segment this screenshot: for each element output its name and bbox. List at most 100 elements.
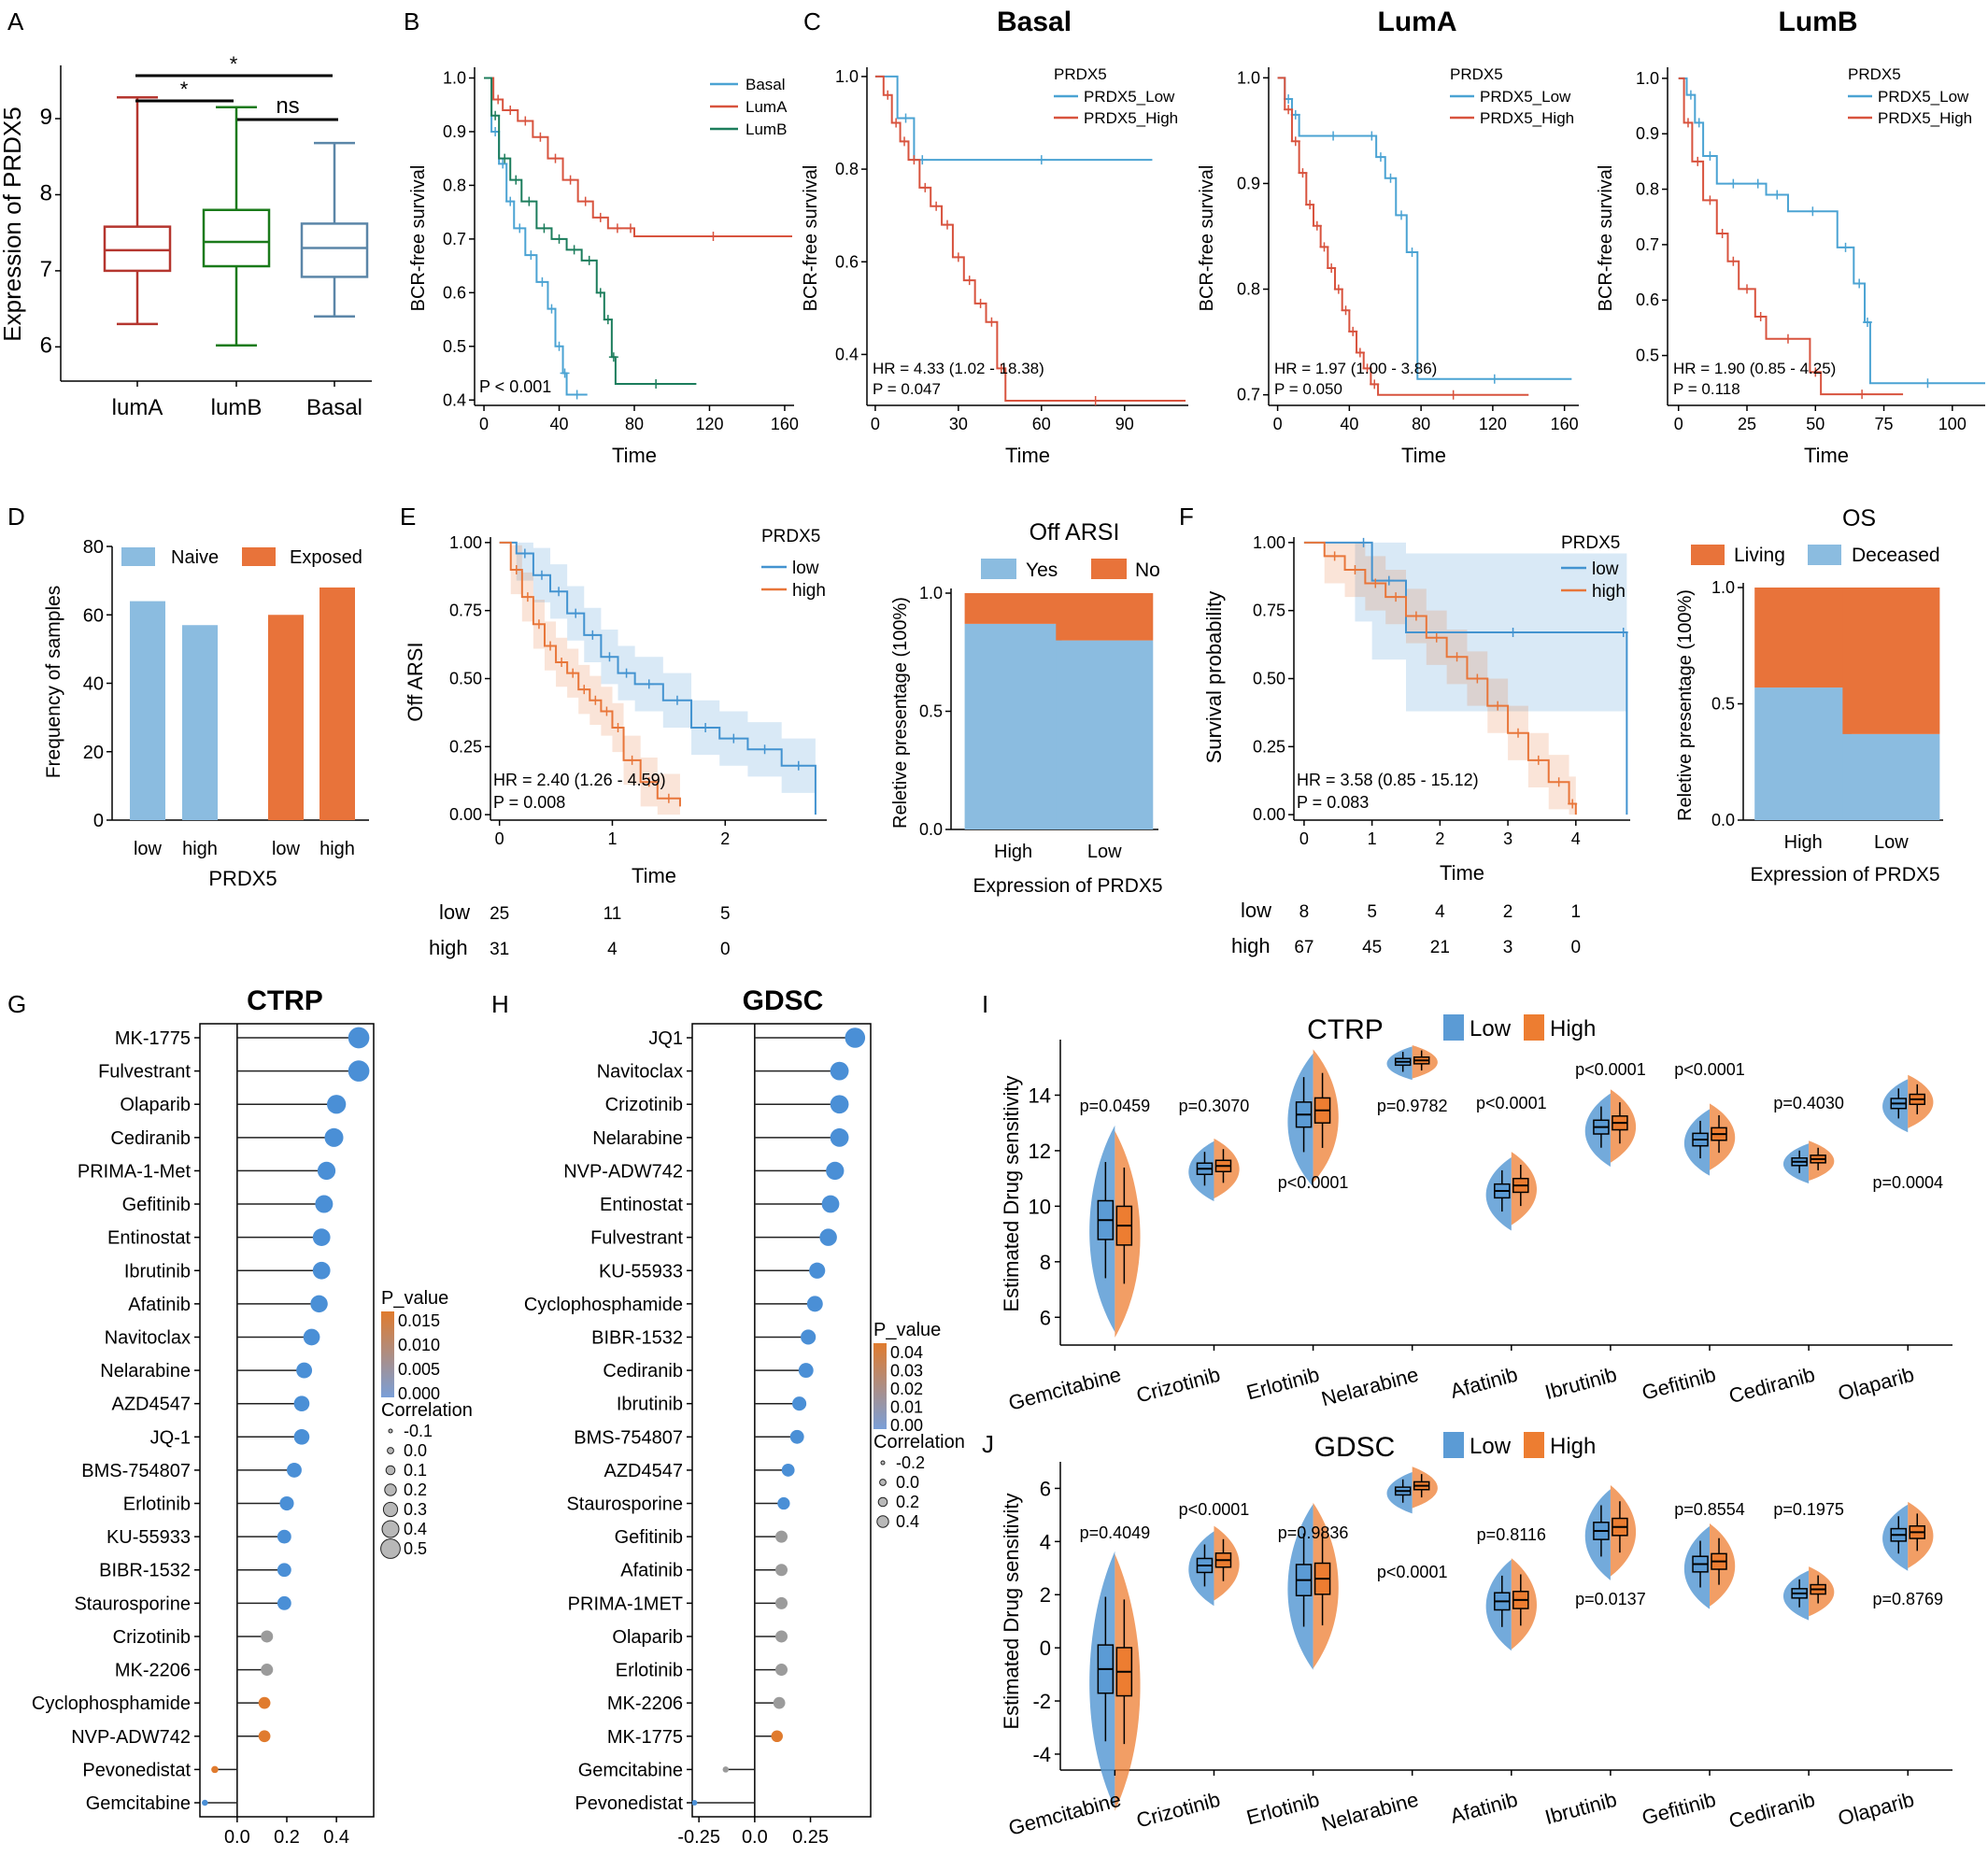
panel-a-x-tick-label: Basal xyxy=(306,395,362,420)
km-censor-PRDX5_High xyxy=(1810,367,1821,377)
panel-c-x-label: Time xyxy=(1005,444,1050,467)
panel-i-legend-swatch-low xyxy=(1443,1014,1464,1041)
panel-c-hr: HR = 1.90 (0.85 - 4.25) xyxy=(1673,360,1836,377)
km-censor-LumB xyxy=(554,234,564,244)
panel-f-y-tick-label: 1.00 xyxy=(1253,533,1285,552)
risk-count-low: 8 xyxy=(1299,902,1310,922)
km-censor-low xyxy=(672,695,682,705)
panel-j-x-tick-label: Gemcitabine xyxy=(1006,1788,1124,1840)
panel-g-drug-label: Navitoclax xyxy=(105,1327,191,1348)
legend-label-low: PRDX5_Low xyxy=(1084,88,1175,106)
km-censor-high xyxy=(1431,632,1441,643)
km-censor-low xyxy=(793,760,803,771)
panel-d-y-tick-label: 0 xyxy=(93,811,104,831)
panel-g-frame xyxy=(199,1023,375,1818)
km-censor-PRDX5_Low xyxy=(1854,278,1865,289)
km-censor-PRDX5_High xyxy=(1298,168,1308,178)
panel-g-legend-corr-tick: 0.1 xyxy=(404,1461,427,1480)
km-censor-LumA xyxy=(625,223,635,234)
legend-label-low: PRDX5_Low xyxy=(1480,88,1571,106)
panel-c-pvalue: P = 0.050 xyxy=(1274,380,1342,398)
panel-f-y-label: Survival probability xyxy=(1202,591,1226,764)
panel-c-1-x-tick-label: 160 xyxy=(1551,415,1579,433)
panel-g-legend-corr-dot xyxy=(387,1447,394,1454)
lollipop-dot-BIBR-1532 xyxy=(801,1329,816,1345)
panel-g-legend-p-colorbar xyxy=(381,1311,394,1397)
panel-h-drug-label: Staurosporine xyxy=(566,1495,683,1515)
sig-label-outer: * xyxy=(230,52,238,76)
panel-c-hr: HR = 4.33 (1.02 - 18.38) xyxy=(873,360,1044,377)
lollipop-dot-AZD4547 xyxy=(781,1464,795,1477)
panel-e-x-tick-label: 1 xyxy=(607,829,617,848)
panel-g-drug-label: Cediranib xyxy=(110,1128,191,1149)
panel-g-drug-label: Ibrutinib xyxy=(124,1261,191,1282)
panel-e-y-tick-label: 0.50 xyxy=(449,670,482,688)
lollipop-dot-Nelarabine xyxy=(296,1362,313,1379)
lollipop-dot-Pevonedistat xyxy=(691,1800,698,1806)
pvalue-label-Erlotinib: p<0.0001 xyxy=(1278,1173,1349,1192)
panel-i-title: CTRP xyxy=(1307,1014,1384,1045)
km-censor-LumA xyxy=(493,94,504,105)
km-censor-Basal xyxy=(572,390,582,400)
km-censor-PRDX5_High xyxy=(1362,363,1372,374)
pvalue-label-Crizotinib: p=0.3070 xyxy=(1179,1097,1250,1115)
risk-count-low: 5 xyxy=(720,904,731,924)
panel-a-letter: A xyxy=(7,7,24,35)
panel-d-x-tick-label: low xyxy=(134,839,163,859)
panel-h-legend-p-tick: 0.04 xyxy=(890,1343,923,1362)
panel-c-0-x-tick-label: 0 xyxy=(871,415,880,433)
panel-h-drug-label: Entinostat xyxy=(600,1195,683,1215)
km-censor-high xyxy=(644,777,654,787)
lollipop-dot-PRIMA-1MET xyxy=(774,1596,788,1609)
panel-f-bar-y-tick-label: 1.0 xyxy=(1711,578,1735,597)
lollipop-dot-Erlotinib xyxy=(774,1664,788,1677)
panel-g-legend-corr-dot xyxy=(381,1520,400,1538)
km-censor-PRDX5_High xyxy=(987,317,997,327)
lollipop-dot-Crizotinib xyxy=(830,1095,849,1114)
lollipop-dot-Afatinib xyxy=(774,1564,788,1577)
panel-f-x-tick-label: 4 xyxy=(1571,829,1581,848)
lollipop-dot-Cyclophosphamide xyxy=(806,1296,823,1312)
lollipop-dot-Navitoclax xyxy=(830,1061,849,1081)
legend-swatch-naive xyxy=(121,547,155,566)
panel-d-y-tick-label: 60 xyxy=(83,605,104,626)
panel-c-1-x-tick-label: 40 xyxy=(1340,415,1358,433)
km-censor-LumB xyxy=(651,379,661,390)
km-censor-LumB xyxy=(569,245,579,255)
panel-e-pvalue: P = 0.008 xyxy=(493,793,565,812)
km-line-PRDX5_Low xyxy=(874,75,1153,162)
pvalue-label-Nelarabine: p=0.9782 xyxy=(1377,1097,1448,1115)
panel-g-drug-label: Olaparib xyxy=(120,1095,191,1115)
panel-g-drug-label: BMS-754807 xyxy=(81,1461,191,1481)
sig-label-left: * xyxy=(180,78,189,101)
lollipop-dot-NVP-ADW742 xyxy=(826,1161,845,1181)
panel-h-drug-label: AZD4547 xyxy=(604,1461,684,1481)
km-censor-PRDX5_High xyxy=(931,201,942,211)
pvalue-label-Olaparib: p=0.0004 xyxy=(1872,1173,1943,1192)
panel-e-x-tick-label: 2 xyxy=(720,829,730,848)
km-censor-PRDX5_Low xyxy=(1923,378,1933,389)
panel-j-y-tick-label: 2 xyxy=(1040,1583,1051,1607)
lollipop-dot-BMS-754807 xyxy=(789,1429,804,1444)
km-censor-PRDX5_High xyxy=(953,252,963,262)
panel-d-y-label: Frequency of samples xyxy=(43,586,64,779)
panel-d-x-tick-label: high xyxy=(182,839,218,859)
pvalue-label-Erlotinib: p=0.9836 xyxy=(1278,1523,1349,1542)
panel-j-x-tick-label: Crizotinib xyxy=(1134,1788,1223,1833)
panel-c-title-LumA: LumA xyxy=(1378,7,1457,37)
panel-f-y-tick-label: 0.75 xyxy=(1253,602,1285,620)
panel-d-x-label: PRDX5 xyxy=(208,867,277,890)
pvalue-label-Gemcitabine: p=0.4049 xyxy=(1080,1523,1151,1542)
km-censor-PRDX5_High xyxy=(900,136,910,147)
panel-j-legend-label-low: Low xyxy=(1470,1434,1512,1459)
panel-f-bar-y-label: Reletive presentage (100%) xyxy=(1675,589,1696,821)
km-censor-low xyxy=(1508,627,1518,637)
km-censor-PRDX5_High xyxy=(1284,105,1294,115)
legend-label-yes: Yes xyxy=(1026,560,1058,581)
km-censor-LumB xyxy=(490,110,501,120)
panel-j-y-tick-label: 4 xyxy=(1040,1530,1051,1553)
panel-g-legend-p-title: P_value xyxy=(381,1288,448,1309)
km-censor-PRDX5_High xyxy=(1717,229,1727,239)
panel-j-y-label: Estimated Drug sensitivity xyxy=(1000,1493,1023,1729)
panel-g-legend-p-tick: 0.005 xyxy=(398,1360,440,1379)
